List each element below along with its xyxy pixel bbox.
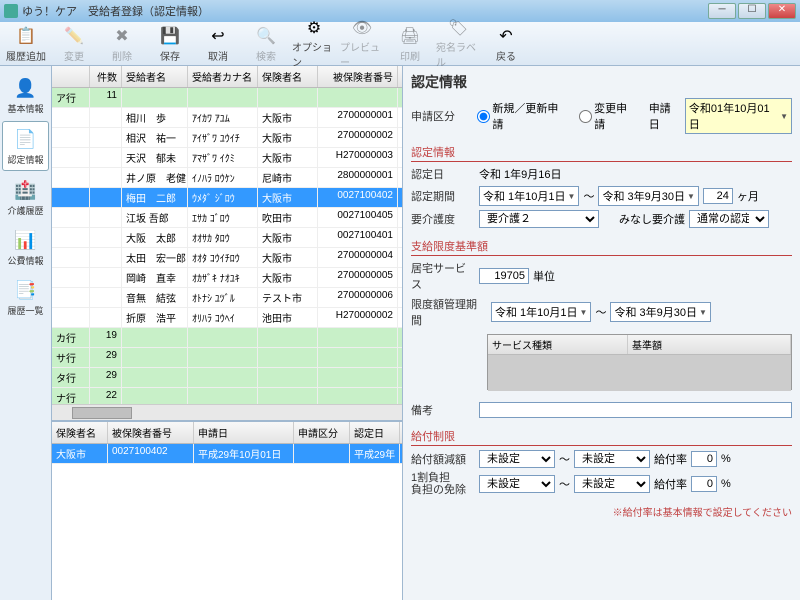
toolbar-オプション[interactable]: ⚙オプション: [292, 24, 336, 64]
table-row[interactable]: 相沢 祐一ｱｲｻﾞﾜ ﾕｳｲﾁ大阪市2700000002: [52, 128, 402, 148]
rate-note: ※給付率は基本情報で設定してください: [411, 504, 792, 519]
sidebar-基本情報[interactable]: 👤基本情報: [2, 71, 49, 119]
kyufu1-rate[interactable]: [691, 451, 717, 467]
kyufu2-to[interactable]: 未設定: [574, 475, 650, 493]
bikou-input[interactable]: [479, 402, 792, 418]
sidebar-認定情報[interactable]: 📄認定情報: [2, 121, 49, 171]
kyufu2-from[interactable]: 未設定: [479, 475, 555, 493]
table-row[interactable]: 江坂 吾郎ｴｻｶ ｺﾞﾛｳ吹田市0027100405: [52, 208, 402, 228]
care-level-label: 要介護度: [411, 211, 475, 227]
toolbar-保存[interactable]: 💾保存: [148, 24, 192, 64]
kyufu1-to[interactable]: 未設定: [574, 450, 650, 468]
minashi-select[interactable]: 通常の認定: [689, 210, 769, 228]
toolbar-プレビュー: 👁プレビュー: [340, 24, 384, 64]
table-row[interactable]: 太田 宏一郎ｵｵﾀ ｺｳｲﾁﾛｳ大阪市2700000004: [52, 248, 402, 268]
minimize-button[interactable]: ─: [708, 3, 736, 19]
toolbar-取消[interactable]: ↩取消: [196, 24, 240, 64]
sidebar-履歴一覧[interactable]: 📑履歴一覧: [2, 273, 49, 321]
section-kyufu: 給付制限: [411, 428, 792, 446]
table-row[interactable]: 大阪 太郎ｵｵｻｶ ﾀﾛｳ大阪市0027100401: [52, 228, 402, 248]
table-row[interactable]: タ行29: [52, 368, 402, 388]
kyotaku-label: 居宅サービス: [411, 260, 475, 292]
right-pane: 認定情報 申請区分 新規／更新申請 変更申請 申請日 令和01年10月01日▼ …: [402, 66, 800, 600]
appl-date-label: 申請日: [649, 100, 681, 132]
table-row[interactable]: 井ノ原 老健ｲﾉﾊﾗ ﾛｳｹﾝ尼崎市2800000001: [52, 168, 402, 188]
appl-type-label: 申請区分: [411, 108, 473, 124]
toolbar-印刷: 🖨印刷: [388, 24, 432, 64]
table-row[interactable]: サ行29: [52, 348, 402, 368]
table-row[interactable]: 天沢 郁未ｱﾏｻﾞﾜ ｲｸﾐ大阪市H270000003: [52, 148, 402, 168]
minashi-label: みなし要介護: [619, 211, 685, 227]
panel-title: 認定情報: [411, 72, 792, 92]
table-row[interactable]: 岡崎 直幸ｵｶｻﾞｷ ﾅｵﾕｷ大阪市2700000005: [52, 268, 402, 288]
toolbar-宛名ラベル: 🏷宛名ラベル: [436, 24, 480, 64]
toolbar-履歴追加[interactable]: 📋履歴追加: [4, 24, 48, 64]
toolbar-戻る[interactable]: ↶戻る: [484, 24, 528, 64]
kyufu1-from[interactable]: 未設定: [479, 450, 555, 468]
history-row[interactable]: 大阪市0027100402平成29年10月01日平成29年: [52, 444, 402, 464]
service-subgrid[interactable]: サービス種類基準額: [487, 334, 792, 390]
section-cert: 認定情報: [411, 144, 792, 162]
table-row[interactable]: ナ行22: [52, 388, 402, 404]
toolbar: 📋履歴追加✏️変更✖削除💾保存↩取消🔍検索⚙オプション👁プレビュー🖨印刷🏷宛名ラ…: [0, 22, 800, 66]
bikou-label: 備考: [411, 402, 475, 418]
kyotaku-input[interactable]: [479, 268, 529, 284]
close-button[interactable]: ✕: [768, 3, 796, 19]
app-icon: [4, 4, 18, 18]
kyufu1-label: 給付額減額: [411, 451, 475, 467]
sidebar-介護履歴[interactable]: 🏥介護履歴: [2, 173, 49, 221]
maximize-button[interactable]: ☐: [738, 3, 766, 19]
gendo-to-input[interactable]: 令和 3年9月30日▼: [610, 302, 710, 322]
table-row[interactable]: 梅田 二郎ｳﾒﾀﾞ ｼﾞﾛｳ大阪市0027100402: [52, 188, 402, 208]
toolbar-変更: ✏️変更: [52, 24, 96, 64]
cert-to-input[interactable]: 令和 3年9月30日▼: [598, 186, 698, 206]
appl-date-input[interactable]: 令和01年10月01日▼: [685, 98, 792, 134]
section-limit: 支給限度基準額: [411, 238, 792, 256]
table-row[interactable]: 音無 結弦ｵﾄﾅｼ ﾕﾂﾞﾙテスト市2700000006: [52, 288, 402, 308]
cert-period-label: 認定期間: [411, 188, 475, 204]
toolbar-削除: ✖削除: [100, 24, 144, 64]
recipient-grid[interactable]: 件数受給者名受給者カナ名保険者名被保険者番号 ア行11相川 歩ｱｲｶﾜ ｱﾕﾑ大…: [52, 66, 402, 404]
table-row[interactable]: 折原 浩平ｵﾘﾊﾗ ｺｳﾍｲ池田市H270000002: [52, 308, 402, 328]
sidebar: 👤基本情報📄認定情報🏥介護履歴📊公費情報📑履歴一覧: [0, 66, 52, 600]
grid-scrollbar[interactable]: [52, 404, 402, 420]
table-row[interactable]: 相川 歩ｱｲｶﾜ ｱﾕﾑ大阪市2700000001: [52, 108, 402, 128]
titlebar: ゆう！ケア 受給者登録（認定情報） ─ ☐ ✕: [0, 0, 800, 22]
appl-type-change[interactable]: 変更申請: [579, 100, 637, 132]
sidebar-公費情報[interactable]: 📊公費情報: [2, 223, 49, 271]
cert-from-input[interactable]: 令和 1年10月1日▼: [479, 186, 579, 206]
gendo-label: 限度額管理期間: [411, 296, 487, 328]
kyufu2-rate[interactable]: [691, 476, 717, 492]
kyufu2-label: 1割負担 負担の免除: [411, 472, 475, 496]
table-row[interactable]: カ行19: [52, 328, 402, 348]
table-row[interactable]: ア行11: [52, 88, 402, 108]
gendo-from-input[interactable]: 令和 1年10月1日▼: [491, 302, 591, 322]
cert-date-label: 認定日: [411, 166, 475, 182]
left-pane: 件数受給者名受給者カナ名保険者名被保険者番号 ア行11相川 歩ｱｲｶﾜ ｱﾕﾑ大…: [52, 66, 402, 600]
window-title: ゆう！ケア 受給者登録（認定情報）: [22, 3, 209, 19]
cert-date-value: 令和 1年9月16日: [479, 166, 562, 182]
toolbar-検索: 🔍検索: [244, 24, 288, 64]
history-grid[interactable]: 保険者名被保険者番号申請日申請区分認定日 大阪市0027100402平成29年1…: [52, 420, 402, 600]
months-input[interactable]: [703, 188, 733, 204]
care-level-select[interactable]: 要介護２: [479, 210, 599, 228]
appl-type-new[interactable]: 新規／更新申請: [477, 100, 567, 132]
